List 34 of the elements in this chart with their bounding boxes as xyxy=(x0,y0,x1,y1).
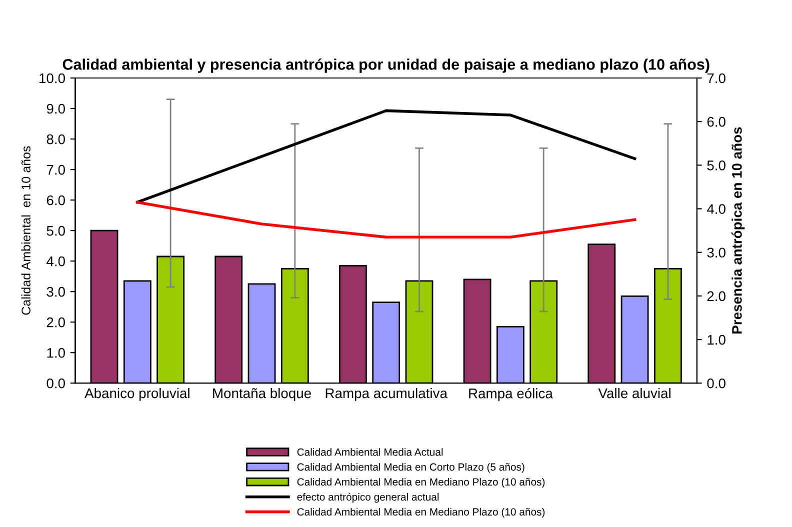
x-tick-label: Rampa eólica xyxy=(469,388,553,402)
y-tick-label: 7.0 xyxy=(46,164,65,175)
chart-title: Calidad ambiental y presencia antrópica por unidad de paisaje a mediano plazo (10 años) xyxy=(62,58,710,73)
line-series xyxy=(136,200,636,238)
y-axis-title: Calidad Ambiental en 10 años xyxy=(21,146,30,315)
y2-tick-label: 6.0 xyxy=(707,116,726,127)
y2-tick-label: 2.0 xyxy=(707,291,726,302)
x-tick-label: Montaña bloque xyxy=(213,388,311,401)
legend-label: Calidad Ambiental Media Actual xyxy=(297,448,443,456)
y2-tick-label: 0.0 xyxy=(707,378,726,388)
y2-tick-label: 7.0 xyxy=(707,73,726,84)
line-series xyxy=(136,109,636,204)
y-tick-label: 8.0 xyxy=(46,134,65,144)
y-tick-label: 3.0 xyxy=(46,286,65,297)
legend-label: Calidad Ambiental Media en Mediano Plazo (10 años) xyxy=(297,508,545,518)
y2-axis-title: Presencia antrópica en 10 años xyxy=(732,127,745,334)
y-tick-label: 4.0 xyxy=(46,256,65,266)
y-tick-label: 1.0 xyxy=(47,348,65,358)
y-tick-label: 0.0 xyxy=(46,378,65,388)
y-tick-label: 10.0 xyxy=(40,73,65,84)
legend-label: efecto antrópico general actual xyxy=(297,492,439,503)
y2-tick-label: 5.0 xyxy=(707,160,726,170)
legend-label: Calidad Ambiental Media en Mediano Plazo (10 años) xyxy=(297,478,545,488)
x-tick-label: Valle aluvial xyxy=(598,388,670,398)
y2-tick-label: 3.0 xyxy=(707,248,726,258)
y-tick-label: 5.0 xyxy=(46,226,65,236)
y-tick-label: 2.0 xyxy=(46,317,65,328)
legend-label: Calidad Ambiental Media en Corto Plazo (5 años) xyxy=(297,463,524,473)
y-tick-label: 6.0 xyxy=(46,195,65,206)
x-tick-label: Rampa acumulativa xyxy=(326,388,448,401)
y2-tick-label: 4.0 xyxy=(707,204,726,214)
y2-tick-label: 1.0 xyxy=(708,334,726,345)
x-tick-label: Abanico proluvial xyxy=(84,388,190,401)
y-tick-label: 9.0 xyxy=(46,104,65,114)
